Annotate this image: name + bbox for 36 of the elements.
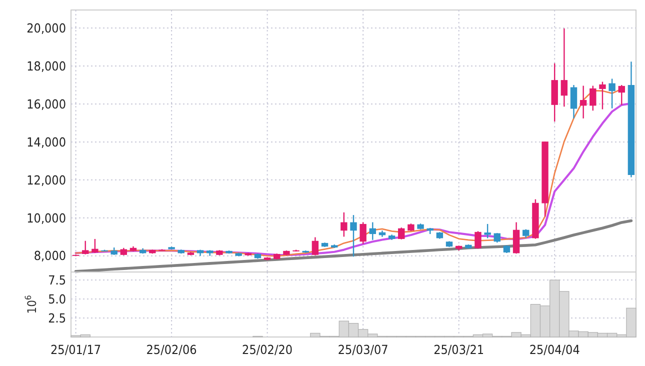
candlestick	[570, 84, 578, 120]
y-tick-label: 8,000	[34, 248, 66, 264]
candlestick	[560, 28, 568, 108]
y-tick-label: 7.5	[48, 272, 66, 288]
y-tick-label: 14,000	[26, 134, 66, 150]
candlestick	[92, 238, 98, 254]
y-tick-label: 20,000	[26, 20, 66, 36]
candlestick	[484, 223, 491, 239]
x-tick-label: 25/03/07	[338, 342, 388, 357]
x-tick-label: 25/03/21	[434, 342, 484, 357]
y-tick-label: 5.0	[48, 291, 66, 306]
x-tick-label: 25/01/17	[50, 342, 102, 357]
x-tick-label: 25/04/04	[529, 342, 580, 357]
candlestick	[340, 212, 348, 238]
candlestick	[590, 85, 596, 112]
y-tick-label: 16,000	[26, 96, 66, 112]
candlestick	[350, 214, 357, 258]
candlestick	[398, 226, 405, 240]
candlestick	[312, 236, 319, 256]
x-tick-label: 25/02/20	[242, 342, 293, 357]
candlestick	[360, 222, 366, 244]
candlestick	[369, 222, 376, 241]
candlestick	[474, 230, 482, 250]
candlestick	[618, 84, 625, 106]
candlestick	[608, 78, 616, 109]
y-tick-label: 18,000	[26, 58, 66, 74]
candlestick	[580, 85, 587, 120]
y-tick-label: 2.5	[48, 310, 66, 326]
x-tick-label: 25/02/06	[146, 342, 197, 357]
y-tick-label: 12,000	[26, 172, 66, 188]
candlestick	[512, 222, 520, 254]
line-series	[74, 219, 633, 273]
candlestick	[494, 232, 500, 244]
candlestick	[82, 240, 89, 255]
candlestick	[599, 81, 606, 110]
y-tick-label: 10,000	[26, 210, 66, 226]
